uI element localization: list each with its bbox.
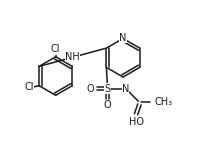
Text: HO: HO (129, 118, 144, 127)
Text: O: O (87, 84, 94, 93)
Text: S: S (104, 84, 110, 93)
Text: Cl: Cl (24, 82, 33, 92)
Text: Cl: Cl (51, 45, 60, 55)
Text: N: N (119, 33, 127, 43)
Text: CH₃: CH₃ (154, 97, 172, 107)
Text: O: O (103, 100, 111, 110)
Text: NH: NH (65, 52, 80, 62)
Text: N: N (122, 84, 129, 93)
